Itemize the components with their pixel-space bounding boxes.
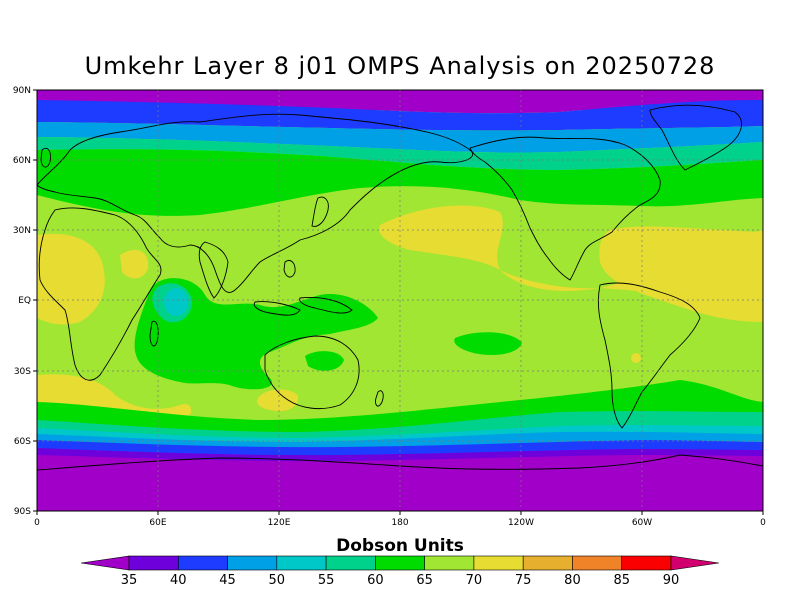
colorbar-tick-label: 50 (269, 573, 286, 588)
map-title: Umkehr Layer 8 j01 OMPS Analysis on 2025… (84, 52, 716, 80)
colorbar-swatch (177, 555, 228, 571)
lat-label: 90N (13, 86, 31, 96)
colorbar-label: Dobson Units (336, 536, 464, 556)
lat-label: 30N (13, 226, 31, 236)
grid-lines (37, 90, 763, 511)
field-60-65-north (37, 149, 763, 216)
colorbar-swatch (325, 555, 376, 571)
lat-label: 90S (14, 507, 31, 517)
lon-label: 120E (268, 518, 291, 528)
lon-label: 60W (632, 518, 652, 528)
colorbar-swatch (276, 555, 327, 571)
colorbar-swatch (375, 555, 425, 571)
colorbar-swatch (522, 555, 573, 571)
colorbar-tick-label: 70 (466, 573, 483, 588)
colorbar-tick-label: 80 (564, 573, 581, 588)
lat-label: EQ (18, 296, 31, 306)
lon-axis (36, 511, 764, 515)
lat-label: 30S (14, 367, 31, 377)
colorbar-swatch (227, 555, 278, 571)
colorbar-tick-label: 35 (121, 573, 138, 588)
lat-label: 60N (13, 156, 31, 166)
lat-label: 60S (14, 437, 31, 447)
coastlines (37, 104, 763, 471)
lon-label: 0 (760, 518, 766, 528)
colorbar-swatch (473, 555, 524, 571)
lon-label: 120W (508, 518, 534, 528)
colorbar-tick-label: 45 (219, 573, 236, 588)
colorbar-tick-label: 90 (663, 573, 680, 588)
lat-axis (33, 89, 37, 512)
colorbar: 35 40 45 50 55 60 65 70 75 80 85 90 (80, 555, 720, 588)
colorbar-swatch (128, 555, 179, 571)
colorbar-swatch (621, 555, 672, 571)
colorbar-tick-label: 40 (170, 573, 187, 588)
colorbar-swatch (80, 555, 130, 571)
lon-label: 180 (391, 518, 408, 528)
lon-label: 0 (34, 518, 40, 528)
colorbar-tick-label: 65 (416, 573, 433, 588)
field-60-65-tropics (134, 278, 378, 390)
colorbar-swatch (670, 555, 720, 571)
ozone-field (37, 90, 763, 511)
colorbar-tick-label: 60 (367, 573, 384, 588)
lon-label: 60E (149, 518, 166, 528)
colorbar-swatch (424, 555, 475, 571)
colorbar-swatch (572, 555, 623, 571)
field-35-40-south (37, 455, 763, 511)
colorbar-tick-label: 75 (515, 573, 532, 588)
colorbar-tick-label: 55 (318, 573, 335, 588)
colorbar-tick-label: 85 (613, 573, 630, 588)
